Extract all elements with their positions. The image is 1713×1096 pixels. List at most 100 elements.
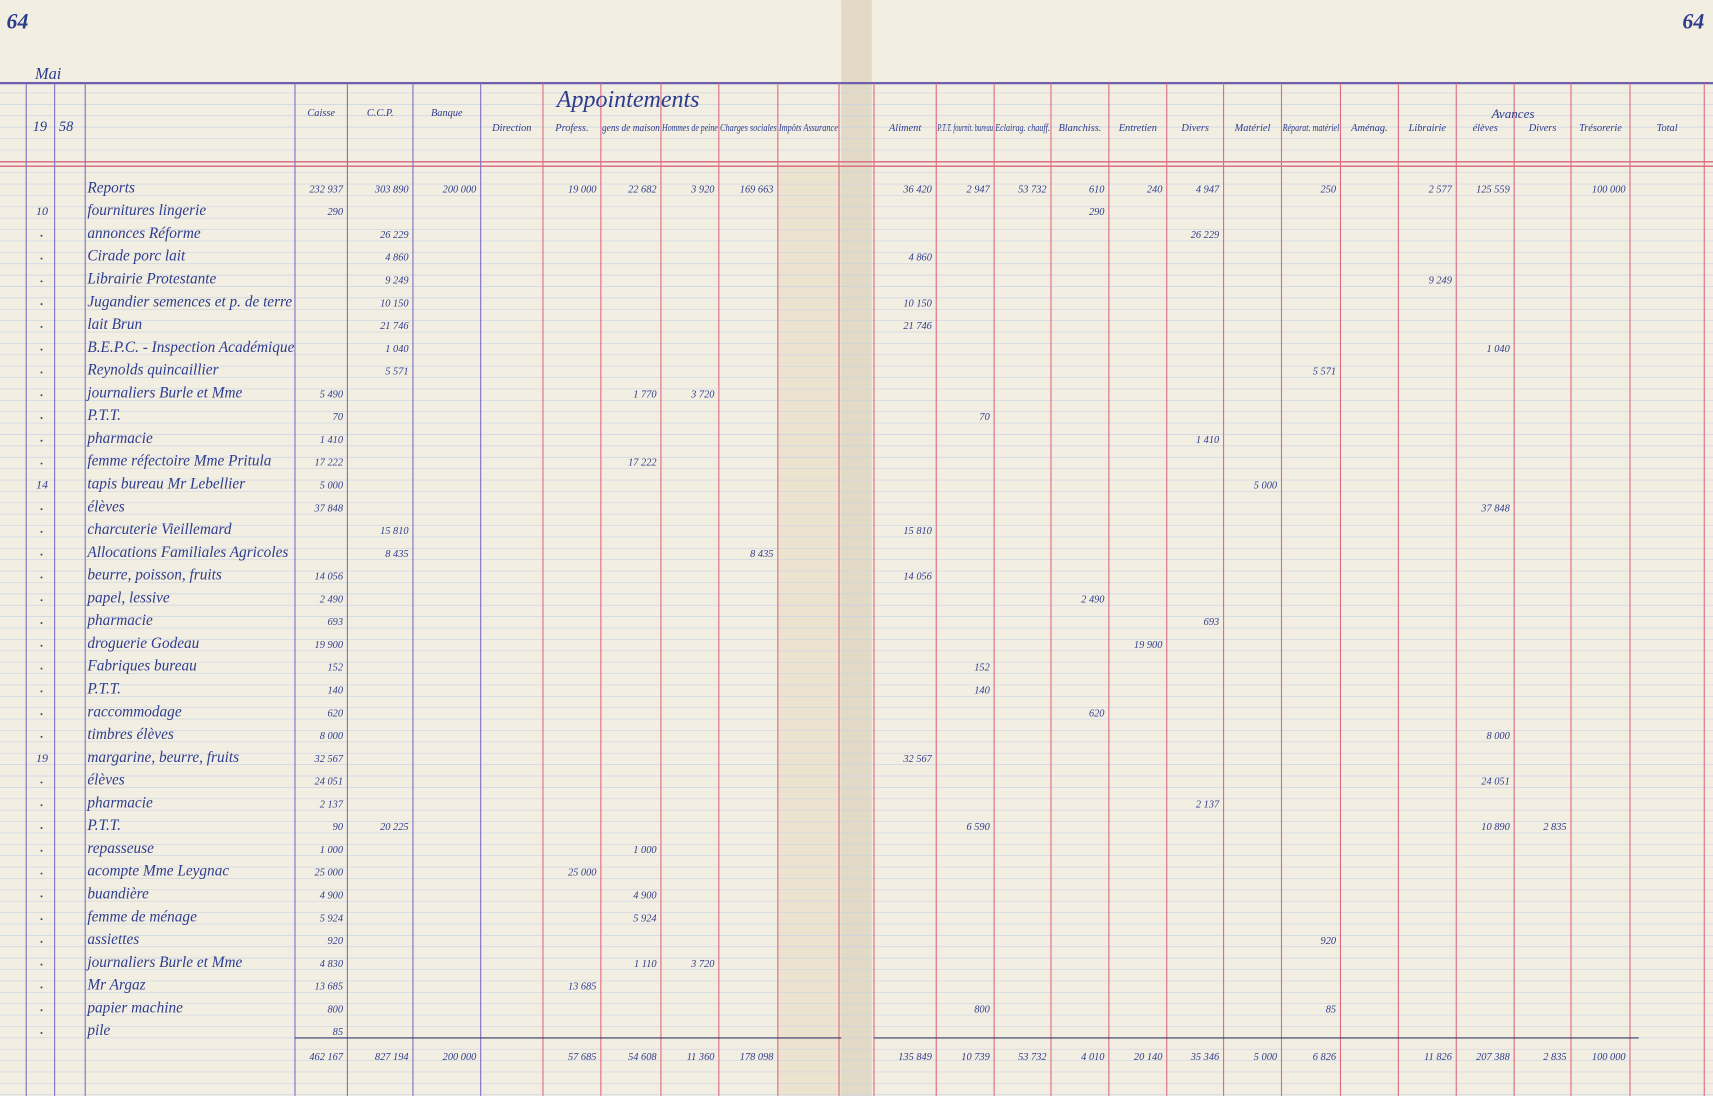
row-label: P.T.T. bbox=[86, 407, 121, 424]
row-label: assiettes bbox=[87, 931, 139, 948]
row-label: charcuterie Vieillemard bbox=[87, 521, 231, 538]
amount: 8 435 bbox=[750, 549, 773, 560]
row-label: repasseuse bbox=[87, 840, 154, 857]
column-header: Blanchiss. bbox=[1058, 123, 1101, 134]
ditto-mark bbox=[40, 371, 43, 374]
ditto-mark bbox=[40, 348, 43, 351]
amount: 2 137 bbox=[320, 799, 344, 810]
column-header: Impôts Assurance bbox=[778, 123, 838, 134]
column-header: Total bbox=[1657, 123, 1678, 134]
amount: 70 bbox=[979, 412, 990, 423]
row-label: pile bbox=[86, 1022, 110, 1039]
amount: 5 924 bbox=[633, 913, 656, 924]
amount: 290 bbox=[1089, 207, 1105, 218]
row-label: femme réfectoire Mme Pritula bbox=[87, 453, 271, 470]
amount: 37 848 bbox=[314, 503, 344, 514]
amount: 9 249 bbox=[1429, 276, 1453, 287]
amount: 240 bbox=[1147, 184, 1163, 195]
amount: 620 bbox=[327, 708, 343, 719]
column-header: Eclairag. chauff. bbox=[994, 123, 1049, 134]
column-total: 20 140 bbox=[1134, 1052, 1163, 1063]
amount: 1 000 bbox=[633, 845, 657, 856]
amount: 85 bbox=[1326, 1004, 1336, 1015]
amount: 4 830 bbox=[320, 959, 344, 970]
ditto-mark bbox=[40, 508, 43, 511]
amount: 1 110 bbox=[634, 959, 657, 970]
column-total: 827 194 bbox=[375, 1052, 409, 1063]
amount: 4 947 bbox=[1196, 184, 1220, 195]
amount: 9 249 bbox=[385, 276, 409, 287]
amount: 1 000 bbox=[320, 845, 344, 856]
column-total: 462 167 bbox=[309, 1052, 343, 1063]
column-total: 6 826 bbox=[1313, 1052, 1337, 1063]
row-label: margarine, beurre, fruits bbox=[87, 749, 239, 766]
row-day: 14 bbox=[36, 478, 48, 492]
amount: 800 bbox=[974, 1004, 990, 1015]
amount: 610 bbox=[1089, 184, 1105, 195]
ditto-mark bbox=[40, 622, 43, 624]
row-label: timbres élèves bbox=[87, 726, 173, 743]
amount: 32 567 bbox=[902, 754, 932, 765]
ditto-mark bbox=[40, 735, 43, 738]
amount: 14 056 bbox=[903, 572, 932, 583]
rules bbox=[0, 82, 1713, 1096]
ditto-mark bbox=[40, 644, 43, 647]
column-total: 200 000 bbox=[443, 1052, 477, 1063]
amount: 17 222 bbox=[628, 458, 657, 469]
amount: 1 040 bbox=[1486, 344, 1510, 355]
amount: 36 420 bbox=[902, 184, 932, 195]
amount: 37 848 bbox=[1480, 503, 1510, 514]
column-header: élèves bbox=[1473, 123, 1498, 134]
amount: 920 bbox=[327, 936, 343, 947]
amount: 15 810 bbox=[380, 526, 409, 537]
amount: 5 490 bbox=[320, 389, 344, 400]
page-number: 64 bbox=[1682, 10, 1704, 34]
ditto-mark bbox=[40, 986, 43, 989]
ditto-mark bbox=[40, 325, 43, 328]
amount: 1 040 bbox=[385, 344, 409, 355]
ditto-mark bbox=[40, 827, 43, 829]
column-total: 57 685 bbox=[568, 1052, 597, 1063]
amount: 800 bbox=[327, 1004, 343, 1015]
amount: 1 410 bbox=[320, 435, 344, 446]
row-label: papel, lessive bbox=[86, 589, 170, 606]
column-header: Banque bbox=[431, 108, 463, 119]
amount: 920 bbox=[1321, 936, 1337, 947]
column-total: 53 732 bbox=[1018, 1052, 1047, 1063]
amount: 53 732 bbox=[1018, 184, 1047, 195]
amount: 21 746 bbox=[903, 321, 932, 332]
amount: 25 000 bbox=[315, 868, 344, 879]
amount: 2 577 bbox=[1429, 184, 1453, 195]
row-label: papier machine bbox=[86, 999, 183, 1016]
amount: 24 051 bbox=[1481, 777, 1509, 788]
amount: 693 bbox=[327, 617, 343, 628]
row-label: P.T.T. bbox=[86, 681, 121, 698]
amount: 2 137 bbox=[1196, 799, 1220, 810]
row-label: Librairie Protestante bbox=[86, 271, 216, 288]
amount: 2 947 bbox=[966, 184, 990, 195]
amount: 620 bbox=[1089, 708, 1105, 719]
cells: Reports fournitures lingerie 10 annonces Ré… bbox=[36, 108, 1678, 1063]
row-label: beurre, poisson, fruits bbox=[87, 567, 221, 584]
ditto-mark bbox=[40, 530, 43, 533]
column-total: 10 739 bbox=[961, 1052, 990, 1063]
amount: 3 720 bbox=[690, 389, 715, 400]
row-label: élèves bbox=[87, 498, 124, 515]
page-number: 64 bbox=[7, 10, 29, 34]
ditto-mark bbox=[40, 553, 43, 556]
amount: 90 bbox=[333, 822, 344, 833]
ditto-mark bbox=[40, 872, 43, 875]
ditto-mark bbox=[40, 918, 43, 921]
ditto-mark bbox=[40, 257, 43, 260]
amount: 4 900 bbox=[633, 891, 657, 902]
amount: 6 590 bbox=[966, 822, 990, 833]
row-label: B.E.P.C. - Inspection Académique bbox=[87, 339, 294, 356]
ditto-mark bbox=[40, 1009, 43, 1012]
column-header: Hommes de peine bbox=[661, 123, 718, 134]
amount: 303 890 bbox=[374, 184, 409, 195]
amount: 152 bbox=[974, 663, 990, 674]
row-day: 10 bbox=[36, 204, 48, 218]
amount: 5 571 bbox=[385, 367, 408, 378]
row-label: acompte Mme Leygnac bbox=[87, 863, 229, 880]
